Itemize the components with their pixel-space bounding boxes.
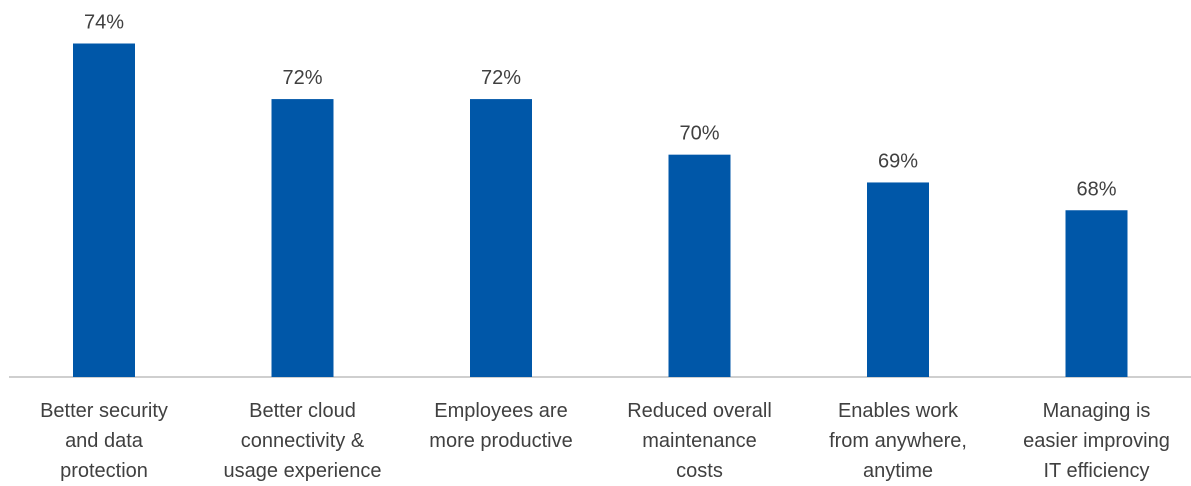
bar-value-label: 74%	[84, 12, 124, 34]
bar	[470, 99, 532, 377]
bar	[867, 182, 929, 377]
category-label: Better security and data protection	[9, 396, 199, 486]
bar	[73, 44, 135, 378]
bar-value-label: 68%	[1076, 178, 1116, 200]
category-label: Reduced overall maintenance costs	[605, 396, 795, 486]
category-label: Managing is easier improving IT efficien…	[1002, 396, 1191, 486]
category-label: Enables work from anywhere, anytime	[803, 396, 993, 486]
bar-value-label: 70%	[679, 123, 719, 145]
bar-value-label: 72%	[481, 67, 521, 89]
bar	[669, 155, 731, 377]
category-label: Better cloud connectivity & usage experi…	[208, 396, 398, 486]
bar	[272, 99, 334, 377]
bar-value-label: 72%	[282, 67, 322, 89]
bar	[1066, 210, 1128, 377]
bar-value-label: 69%	[878, 150, 918, 172]
category-label: Employees are more productive	[406, 396, 596, 456]
